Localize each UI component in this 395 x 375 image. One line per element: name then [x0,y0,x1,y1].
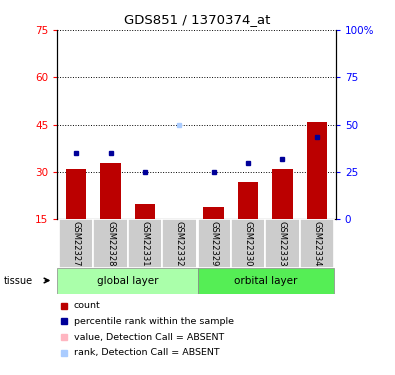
Text: GSM22334: GSM22334 [312,221,322,267]
Text: GDS851 / 1370374_at: GDS851 / 1370374_at [124,13,271,26]
Text: GSM22331: GSM22331 [141,221,149,267]
Bar [203,207,224,219]
Bar [162,219,197,268]
Bar [272,169,293,219]
Bar [66,169,87,219]
Bar [231,219,265,268]
Text: value, Detection Call = ABSENT: value, Detection Call = ABSENT [74,333,224,342]
Bar [128,219,162,268]
Bar [238,182,258,219]
Text: GSM22330: GSM22330 [244,221,252,267]
Bar [93,219,128,268]
Bar [59,219,93,268]
Text: GSM22328: GSM22328 [106,221,115,267]
Bar [57,268,198,294]
Text: tissue: tissue [4,276,33,285]
Text: orbital layer: orbital layer [233,276,297,286]
Bar [265,219,300,268]
Text: GSM22327: GSM22327 [71,221,81,267]
Bar [307,122,327,219]
Bar [300,219,334,268]
Text: GSM22332: GSM22332 [175,221,184,267]
Text: GSM22329: GSM22329 [209,221,218,266]
Text: rank, Detection Call = ABSENT: rank, Detection Call = ABSENT [74,348,220,357]
Text: global layer: global layer [97,276,158,286]
Bar [198,268,334,294]
Text: GSM22333: GSM22333 [278,221,287,267]
Text: count: count [74,301,101,310]
Bar [100,163,121,219]
Text: percentile rank within the sa​mple: percentile rank within the sa​mple [74,317,234,326]
Bar [135,204,155,219]
Bar [197,219,231,268]
